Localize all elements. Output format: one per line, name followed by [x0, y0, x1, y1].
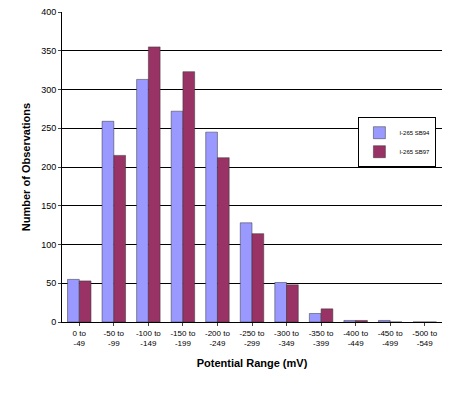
svg-text:150: 150	[41, 201, 56, 211]
svg-text:-150 to-199: -150 to-199	[170, 329, 195, 348]
svg-text:I-265 SB97: I-265 SB97	[399, 149, 430, 155]
svg-text:Number of Observations: Number of Observations	[20, 103, 32, 231]
svg-text:50: 50	[46, 278, 56, 288]
svg-text:-100 to-149: -100 to-149	[136, 329, 161, 348]
svg-text:-300 to-349: -300 to-349	[274, 329, 299, 348]
svg-text:250: 250	[41, 123, 56, 133]
svg-text:-450 to-499: -450 to-499	[378, 329, 403, 348]
svg-text:0 to-49: 0 to-49	[73, 329, 87, 348]
svg-text:-500 to-549: -500 to-549	[412, 329, 437, 348]
svg-text:I-265 SB94: I-265 SB94	[399, 130, 430, 136]
svg-text:100: 100	[41, 240, 56, 250]
svg-text:350: 350	[41, 46, 56, 56]
svg-text:-250 to-299: -250 to-299	[240, 329, 265, 348]
svg-text:-200 to-249: -200 to-249	[205, 329, 230, 348]
svg-text:Potential Range (mV): Potential Range (mV)	[197, 357, 308, 369]
svg-text:-400 to-449: -400 to-449	[343, 329, 368, 348]
svg-text:-50 to-99: -50 to-99	[104, 329, 125, 348]
svg-text:400: 400	[41, 7, 56, 17]
svg-text:-350 to-399: -350 to-399	[309, 329, 334, 348]
svg-text:200: 200	[41, 162, 56, 172]
svg-text:0: 0	[51, 317, 56, 327]
svg-text:300: 300	[41, 85, 56, 95]
